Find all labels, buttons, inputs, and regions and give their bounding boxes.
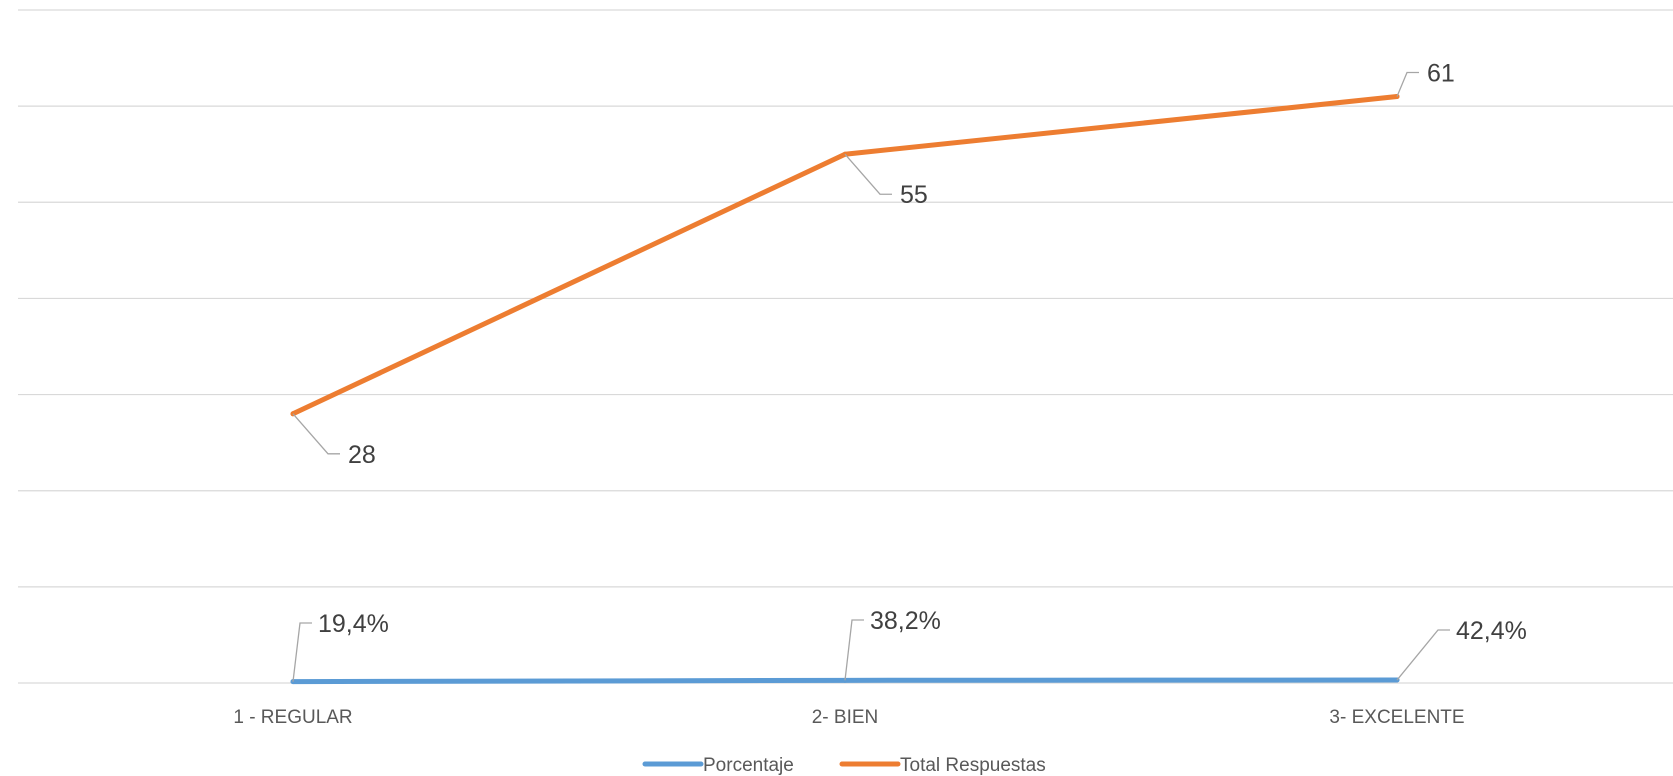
data-label: 19,4%: [318, 610, 389, 638]
legend-label: Total Respuestas: [900, 755, 1046, 776]
data-label: 55: [900, 181, 928, 209]
data-label-leader: [844, 153, 892, 195]
data-label: 42,4%: [1456, 617, 1527, 645]
data-label: 28: [348, 441, 376, 469]
data-label-leader: [292, 413, 340, 455]
x-tick-label: 3- EXCELENTE: [1329, 707, 1464, 728]
data-label-leader: [844, 619, 864, 681]
data-label: 61: [1427, 60, 1455, 88]
x-tick-label: 2- BIEN: [812, 707, 879, 728]
data-label-leader: [292, 622, 312, 682]
legend-label: Porcentaje: [703, 755, 794, 776]
data-label-leader: [1396, 629, 1450, 681]
x-tick-label: 1 - REGULAR: [233, 707, 352, 728]
data-label: 38,2%: [870, 607, 941, 635]
gridlines: [18, 9, 1673, 684]
data-label-leader: [1396, 71, 1419, 97]
legend: Porcentaje Total Respuestas: [642, 755, 1046, 776]
x-axis-tick-labels: 1 - REGULAR 2- BIEN 3- EXCELENTE: [233, 707, 1464, 728]
series-line-total-respuestas: [290, 94, 1400, 417]
data-labels: 19,4% 38,2% 42,4% 28 55 61: [292, 60, 1527, 682]
series-layer: [290, 94, 1400, 685]
